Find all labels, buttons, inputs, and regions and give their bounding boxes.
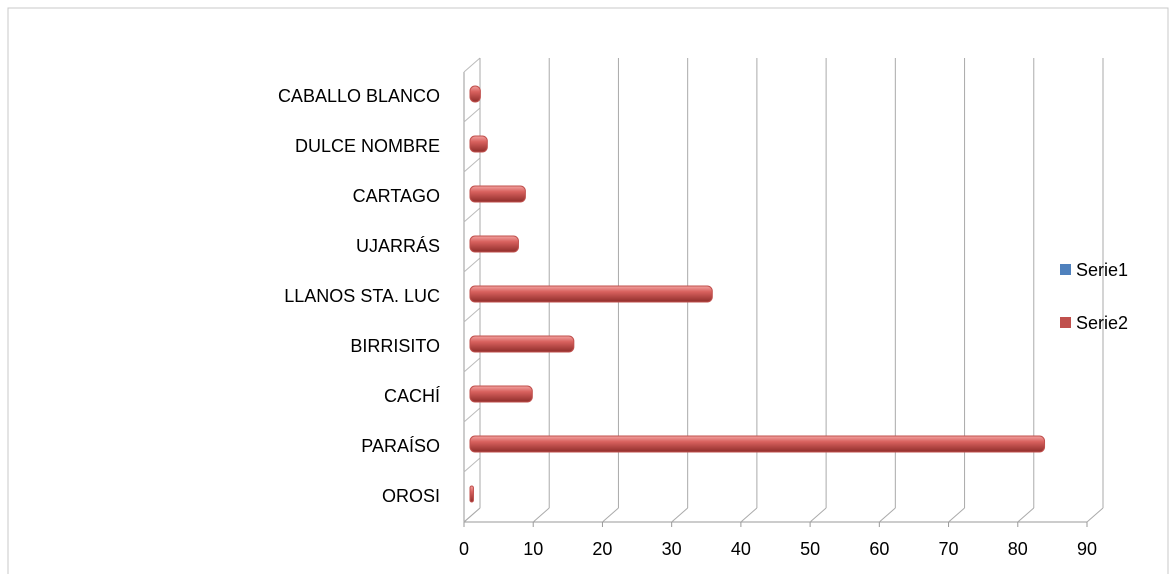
- legend-label: Serie1: [1076, 260, 1128, 280]
- floor-line: [948, 507, 965, 523]
- x-tick-label: 30: [662, 539, 682, 559]
- y-tick-label: CARTAGO: [353, 186, 440, 206]
- chart-frame: [7, 7, 1169, 574]
- category-tick: [463, 307, 481, 323]
- x-tick-label: 0: [459, 539, 469, 559]
- floor-line: [879, 507, 896, 523]
- y-tick-label: PARAÍSO: [361, 436, 440, 456]
- bar: [469, 185, 526, 203]
- legend-swatch: [1060, 317, 1071, 328]
- x-tick-label: 20: [592, 539, 612, 559]
- floor-line: [463, 507, 481, 523]
- category-tick: [463, 457, 481, 473]
- category-tick: [463, 207, 481, 223]
- category-tick: [463, 157, 481, 173]
- bar: [469, 435, 1046, 453]
- y-tick-label: CABALLO BLANCO: [278, 86, 440, 106]
- bar: [469, 285, 713, 303]
- x-tick-label: 80: [1008, 539, 1028, 559]
- floor-line: [602, 507, 619, 523]
- x-tick-label: 60: [869, 539, 889, 559]
- x-tick-label: 10: [523, 539, 543, 559]
- category-tick: [463, 357, 481, 373]
- legend-swatch: [1060, 264, 1071, 275]
- y-tick-label: DULCE NOMBRE: [295, 136, 440, 156]
- y-tick-label: CACHÍ: [384, 386, 440, 406]
- y-tick-label: OROSI: [382, 486, 440, 506]
- y-tick-label: UJARRÁS: [356, 236, 440, 256]
- floor-line: [740, 507, 758, 523]
- y-tick-label: LLANOS STA. LUC: [284, 286, 440, 306]
- floor-line: [1086, 507, 1104, 523]
- x-tick-label: 50: [800, 539, 820, 559]
- bar: [469, 485, 474, 503]
- bar: [469, 385, 533, 403]
- floor-line: [532, 507, 550, 523]
- category-tick: [463, 257, 481, 273]
- bar: [469, 135, 488, 153]
- floor-line: [1017, 507, 1035, 523]
- bar: [469, 85, 481, 103]
- category-tick: [463, 57, 481, 73]
- bar: [469, 235, 519, 253]
- x-tick-label: 90: [1077, 539, 1097, 559]
- bar: [469, 335, 575, 353]
- x-tick-label: 70: [939, 539, 959, 559]
- y-tick-label: BIRRISITO: [350, 336, 440, 356]
- category-tick: [463, 407, 481, 423]
- category-tick: [463, 107, 481, 123]
- x-tick-label: 40: [731, 539, 751, 559]
- floor-line: [671, 507, 688, 523]
- floor-line: [809, 507, 827, 523]
- legend-label: Serie2: [1076, 313, 1128, 333]
